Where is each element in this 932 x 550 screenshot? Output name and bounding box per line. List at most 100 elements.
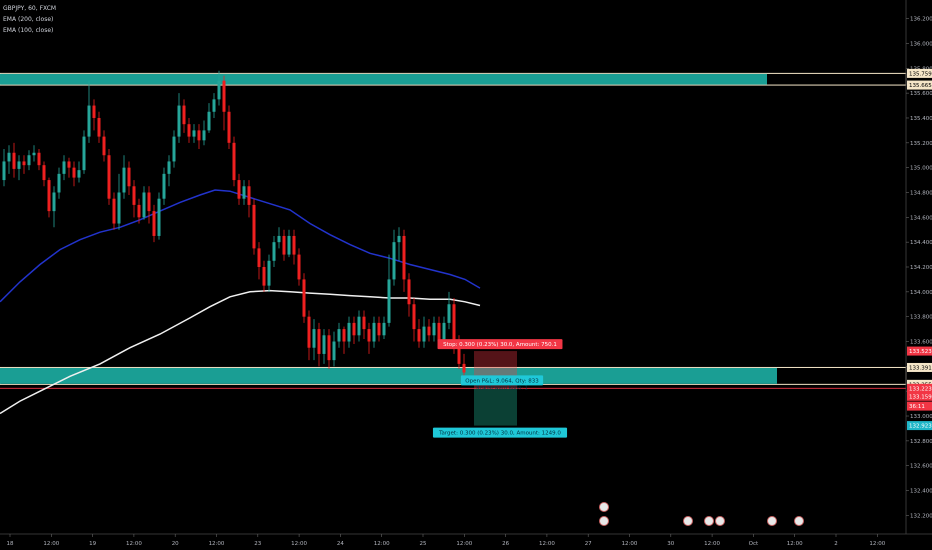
candle-body — [142, 192, 146, 218]
price-tick-label: 133.600 — [910, 340, 932, 346]
event-marker — [794, 516, 804, 526]
event-marker — [767, 516, 777, 526]
candle-body — [72, 167, 76, 178]
stop-label: Stop: 0.300 (0.23%) 30.0, Amount: 750.1 — [443, 342, 557, 348]
time-tick-label: 12:00 — [869, 541, 885, 547]
price-tick-label: 132.200 — [910, 513, 932, 519]
time-tick-label: 19 — [89, 541, 96, 547]
time-tick-label: 12:00 — [456, 541, 472, 547]
candle-body — [22, 161, 26, 166]
candle-body — [442, 322, 446, 342]
time-tick-label: 12:00 — [374, 541, 390, 547]
candle-body — [177, 105, 181, 137]
candle-body — [62, 161, 66, 174]
candle-body — [387, 279, 391, 323]
candle-body — [42, 165, 46, 181]
candle-body — [17, 161, 21, 169]
price-label-bg — [907, 391, 932, 401]
candle-body — [422, 326, 426, 342]
price-tick-label: 135.000 — [910, 166, 932, 172]
legend-ema-100: EMA (100, close) — [3, 27, 54, 34]
candle-body — [67, 161, 71, 168]
candle-body — [267, 260, 271, 286]
price-label-bg — [907, 383, 932, 393]
stop-label-bg — [437, 339, 563, 350]
price-label-bg — [907, 346, 932, 356]
event-marker — [683, 516, 693, 526]
candle-body — [187, 124, 191, 137]
candle-body — [77, 170, 81, 178]
candle-body — [447, 304, 451, 323]
time-tick-label: 12:00 — [539, 541, 555, 547]
candle-body — [412, 304, 416, 330]
event-marker — [704, 516, 714, 526]
price-label-bg — [907, 362, 932, 372]
price-label-bg — [907, 80, 932, 90]
candle-body — [237, 180, 241, 199]
candle-body — [457, 341, 461, 364]
candle-body — [357, 316, 361, 336]
price-tick-label: 132.400 — [910, 489, 932, 495]
candle-body — [112, 198, 116, 224]
candle-body — [282, 235, 286, 255]
candle-body — [87, 105, 91, 137]
price-tick-label: 136.000 — [910, 41, 932, 47]
time-ticks: 18 12:00 19 12:00 20 12:00 23 12:00 24 12:00 25 12:… — [7, 534, 886, 547]
candle-body — [152, 211, 156, 236]
zone-fill — [0, 367, 777, 384]
price-tick-label: 135.600 — [910, 91, 932, 97]
candle-body — [147, 192, 151, 212]
candle-body — [107, 155, 111, 199]
time-tick-label: 23 — [254, 541, 261, 547]
open-pnl-label-bg — [460, 375, 544, 386]
open-pnl-label: Open P&L: 9.064, Qty: 833 — [465, 378, 539, 384]
price-label: 36:11 — [909, 404, 925, 410]
price-tick-label: 134.800 — [910, 190, 932, 196]
candle-body — [2, 161, 6, 181]
candle-body — [37, 152, 41, 166]
candle-body — [362, 316, 366, 330]
candle-body — [52, 192, 56, 212]
candle-body — [302, 279, 306, 317]
candle-body — [47, 180, 51, 212]
candle-body — [342, 329, 346, 342]
candle-body — [367, 329, 371, 342]
candle-body — [27, 155, 31, 166]
candle-body — [257, 248, 261, 267]
candle-body — [292, 235, 296, 255]
target-label-bg — [432, 427, 568, 438]
candle-body — [117, 192, 121, 224]
position-target-area — [474, 388, 517, 426]
candle-body — [227, 111, 231, 143]
candle-body — [402, 235, 406, 280]
candle-body — [317, 329, 321, 354]
price-label: 133.159 — [909, 394, 932, 400]
candle-body — [127, 167, 131, 187]
candle-body — [397, 235, 401, 243]
price-tick-label: 135.400 — [910, 116, 932, 122]
price-tick-label: 132.800 — [910, 439, 932, 445]
candle-body — [167, 161, 171, 174]
candle-body — [287, 235, 291, 255]
candle-body — [172, 136, 176, 162]
candle-body — [392, 242, 396, 280]
time-tick-label: 18 — [7, 541, 14, 547]
candle-body — [417, 329, 421, 342]
candle-body — [247, 186, 251, 205]
price-tick-label: 136.200 — [910, 17, 932, 23]
candle-body — [32, 152, 36, 156]
candle-body — [197, 130, 201, 141]
candle-body — [262, 267, 266, 286]
price-ticks: 136.200136.000135.800135.600135.400135.2… — [906, 17, 932, 519]
price-label-bg — [907, 401, 932, 411]
candle-body — [217, 80, 221, 100]
target-label: Target: 0.300 (0.23%) 30.0, Amount: 1249… — [438, 431, 561, 437]
time-tick-label: 2 — [834, 541, 838, 547]
price-tick-label: 133.000 — [910, 414, 932, 420]
candle-body — [122, 167, 126, 193]
candle-body — [162, 173, 166, 199]
time-tick-label: 24 — [337, 541, 344, 547]
candle-body — [12, 152, 16, 169]
